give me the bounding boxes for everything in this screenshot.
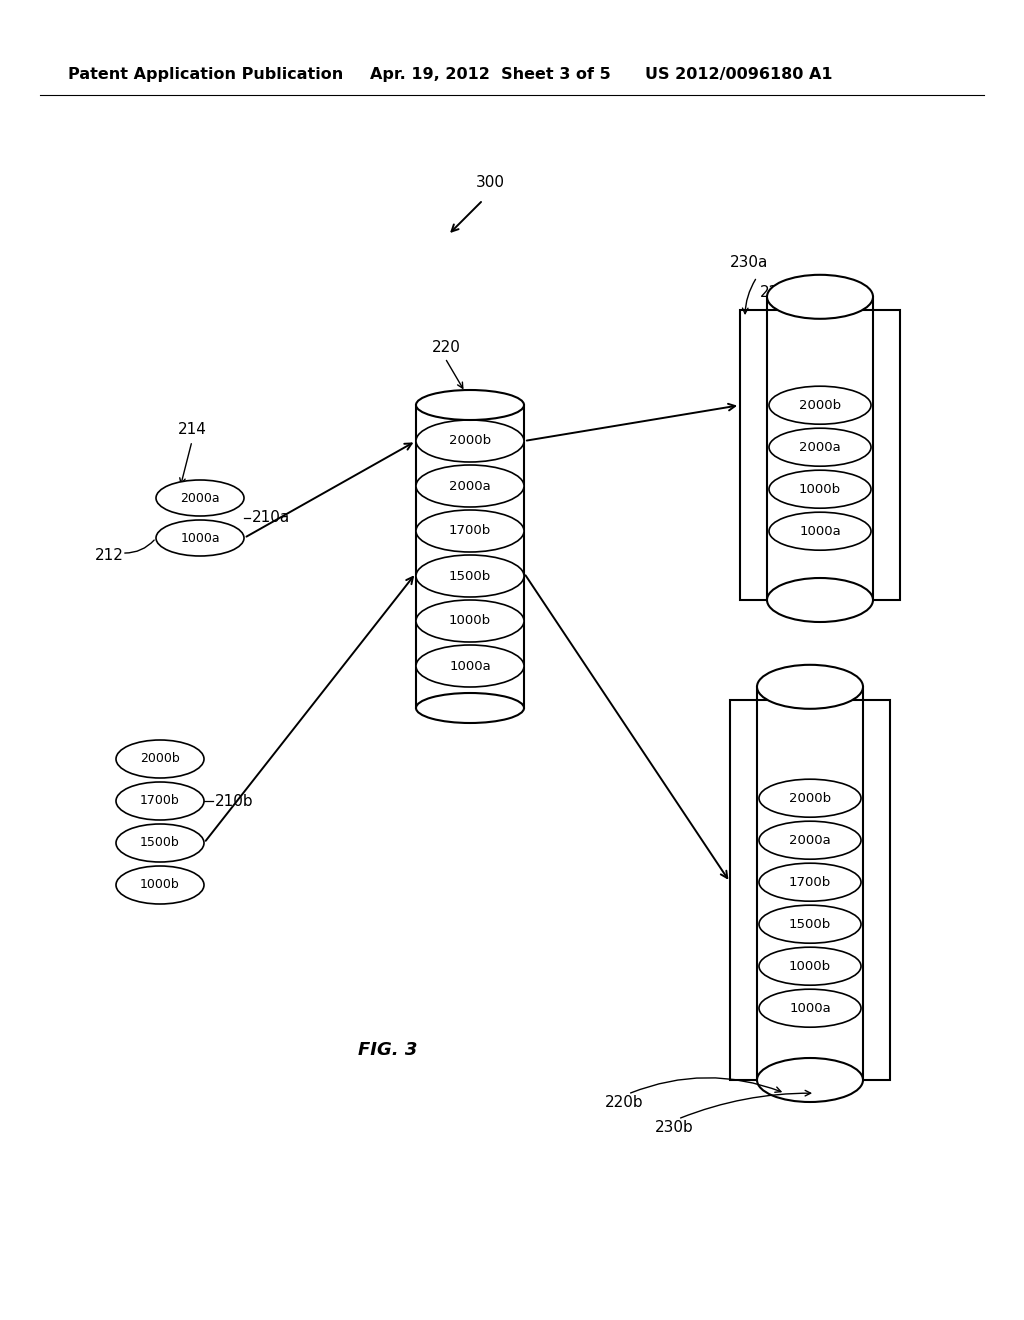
Text: 2000a: 2000a	[790, 834, 830, 846]
Text: 1000b: 1000b	[140, 879, 180, 891]
Text: 1700b: 1700b	[449, 524, 492, 537]
Text: 212: 212	[95, 548, 124, 562]
Text: 2000b: 2000b	[788, 792, 831, 805]
Ellipse shape	[769, 428, 871, 466]
Bar	[740, 310, 900, 601]
Ellipse shape	[759, 989, 861, 1027]
Text: 1000b: 1000b	[449, 615, 492, 627]
Text: 2000b: 2000b	[799, 399, 841, 412]
Ellipse shape	[757, 1059, 863, 1102]
Text: 2000b: 2000b	[449, 434, 492, 447]
Ellipse shape	[156, 480, 244, 516]
Ellipse shape	[416, 601, 524, 642]
Ellipse shape	[757, 665, 863, 709]
Ellipse shape	[759, 906, 861, 944]
Text: 1000a: 1000a	[180, 532, 220, 544]
Ellipse shape	[116, 824, 204, 862]
Ellipse shape	[416, 693, 524, 723]
Text: 1000a: 1000a	[450, 660, 490, 672]
Text: 210a: 210a	[252, 511, 290, 525]
Bar	[730, 700, 890, 1080]
Text: 1500b: 1500b	[140, 837, 180, 850]
Ellipse shape	[416, 645, 524, 686]
Text: 300: 300	[475, 176, 505, 190]
Text: 2000a: 2000a	[799, 441, 841, 454]
Text: Apr. 19, 2012  Sheet 3 of 5: Apr. 19, 2012 Sheet 3 of 5	[370, 66, 610, 82]
Ellipse shape	[759, 863, 861, 902]
Ellipse shape	[767, 578, 873, 622]
Ellipse shape	[416, 510, 524, 552]
Text: 1500b: 1500b	[449, 569, 492, 582]
Text: 214: 214	[178, 422, 207, 437]
Ellipse shape	[416, 554, 524, 597]
Text: 230a: 230a	[730, 255, 768, 271]
Ellipse shape	[769, 512, 871, 550]
Text: 230b: 230b	[655, 1119, 693, 1135]
Text: 220a: 220a	[760, 285, 799, 300]
Text: 220: 220	[432, 341, 461, 355]
Text: 1000b: 1000b	[788, 960, 831, 973]
Text: 220b: 220b	[605, 1096, 644, 1110]
Ellipse shape	[769, 470, 871, 508]
Text: 2000a: 2000a	[180, 491, 220, 504]
Text: 2000b: 2000b	[140, 752, 180, 766]
Ellipse shape	[156, 520, 244, 556]
Ellipse shape	[116, 781, 204, 820]
Text: 210b: 210b	[215, 793, 254, 808]
Text: Patent Application Publication: Patent Application Publication	[68, 66, 343, 82]
Text: 1000a: 1000a	[799, 525, 841, 537]
Ellipse shape	[759, 948, 861, 985]
Ellipse shape	[769, 387, 871, 424]
Text: FIG. 3: FIG. 3	[358, 1041, 418, 1059]
Text: 1700b: 1700b	[788, 875, 831, 888]
Text: US 2012/0096180 A1: US 2012/0096180 A1	[645, 66, 833, 82]
Text: 2000a: 2000a	[450, 479, 490, 492]
Text: 1000b: 1000b	[799, 483, 841, 496]
Ellipse shape	[759, 821, 861, 859]
Ellipse shape	[416, 420, 524, 462]
Ellipse shape	[416, 465, 524, 507]
Ellipse shape	[416, 389, 524, 420]
Ellipse shape	[116, 741, 204, 777]
Ellipse shape	[759, 779, 861, 817]
Ellipse shape	[116, 866, 204, 904]
Text: 1500b: 1500b	[788, 917, 831, 931]
Ellipse shape	[767, 275, 873, 319]
Text: 1700b: 1700b	[140, 795, 180, 808]
Text: 1000a: 1000a	[790, 1002, 830, 1015]
